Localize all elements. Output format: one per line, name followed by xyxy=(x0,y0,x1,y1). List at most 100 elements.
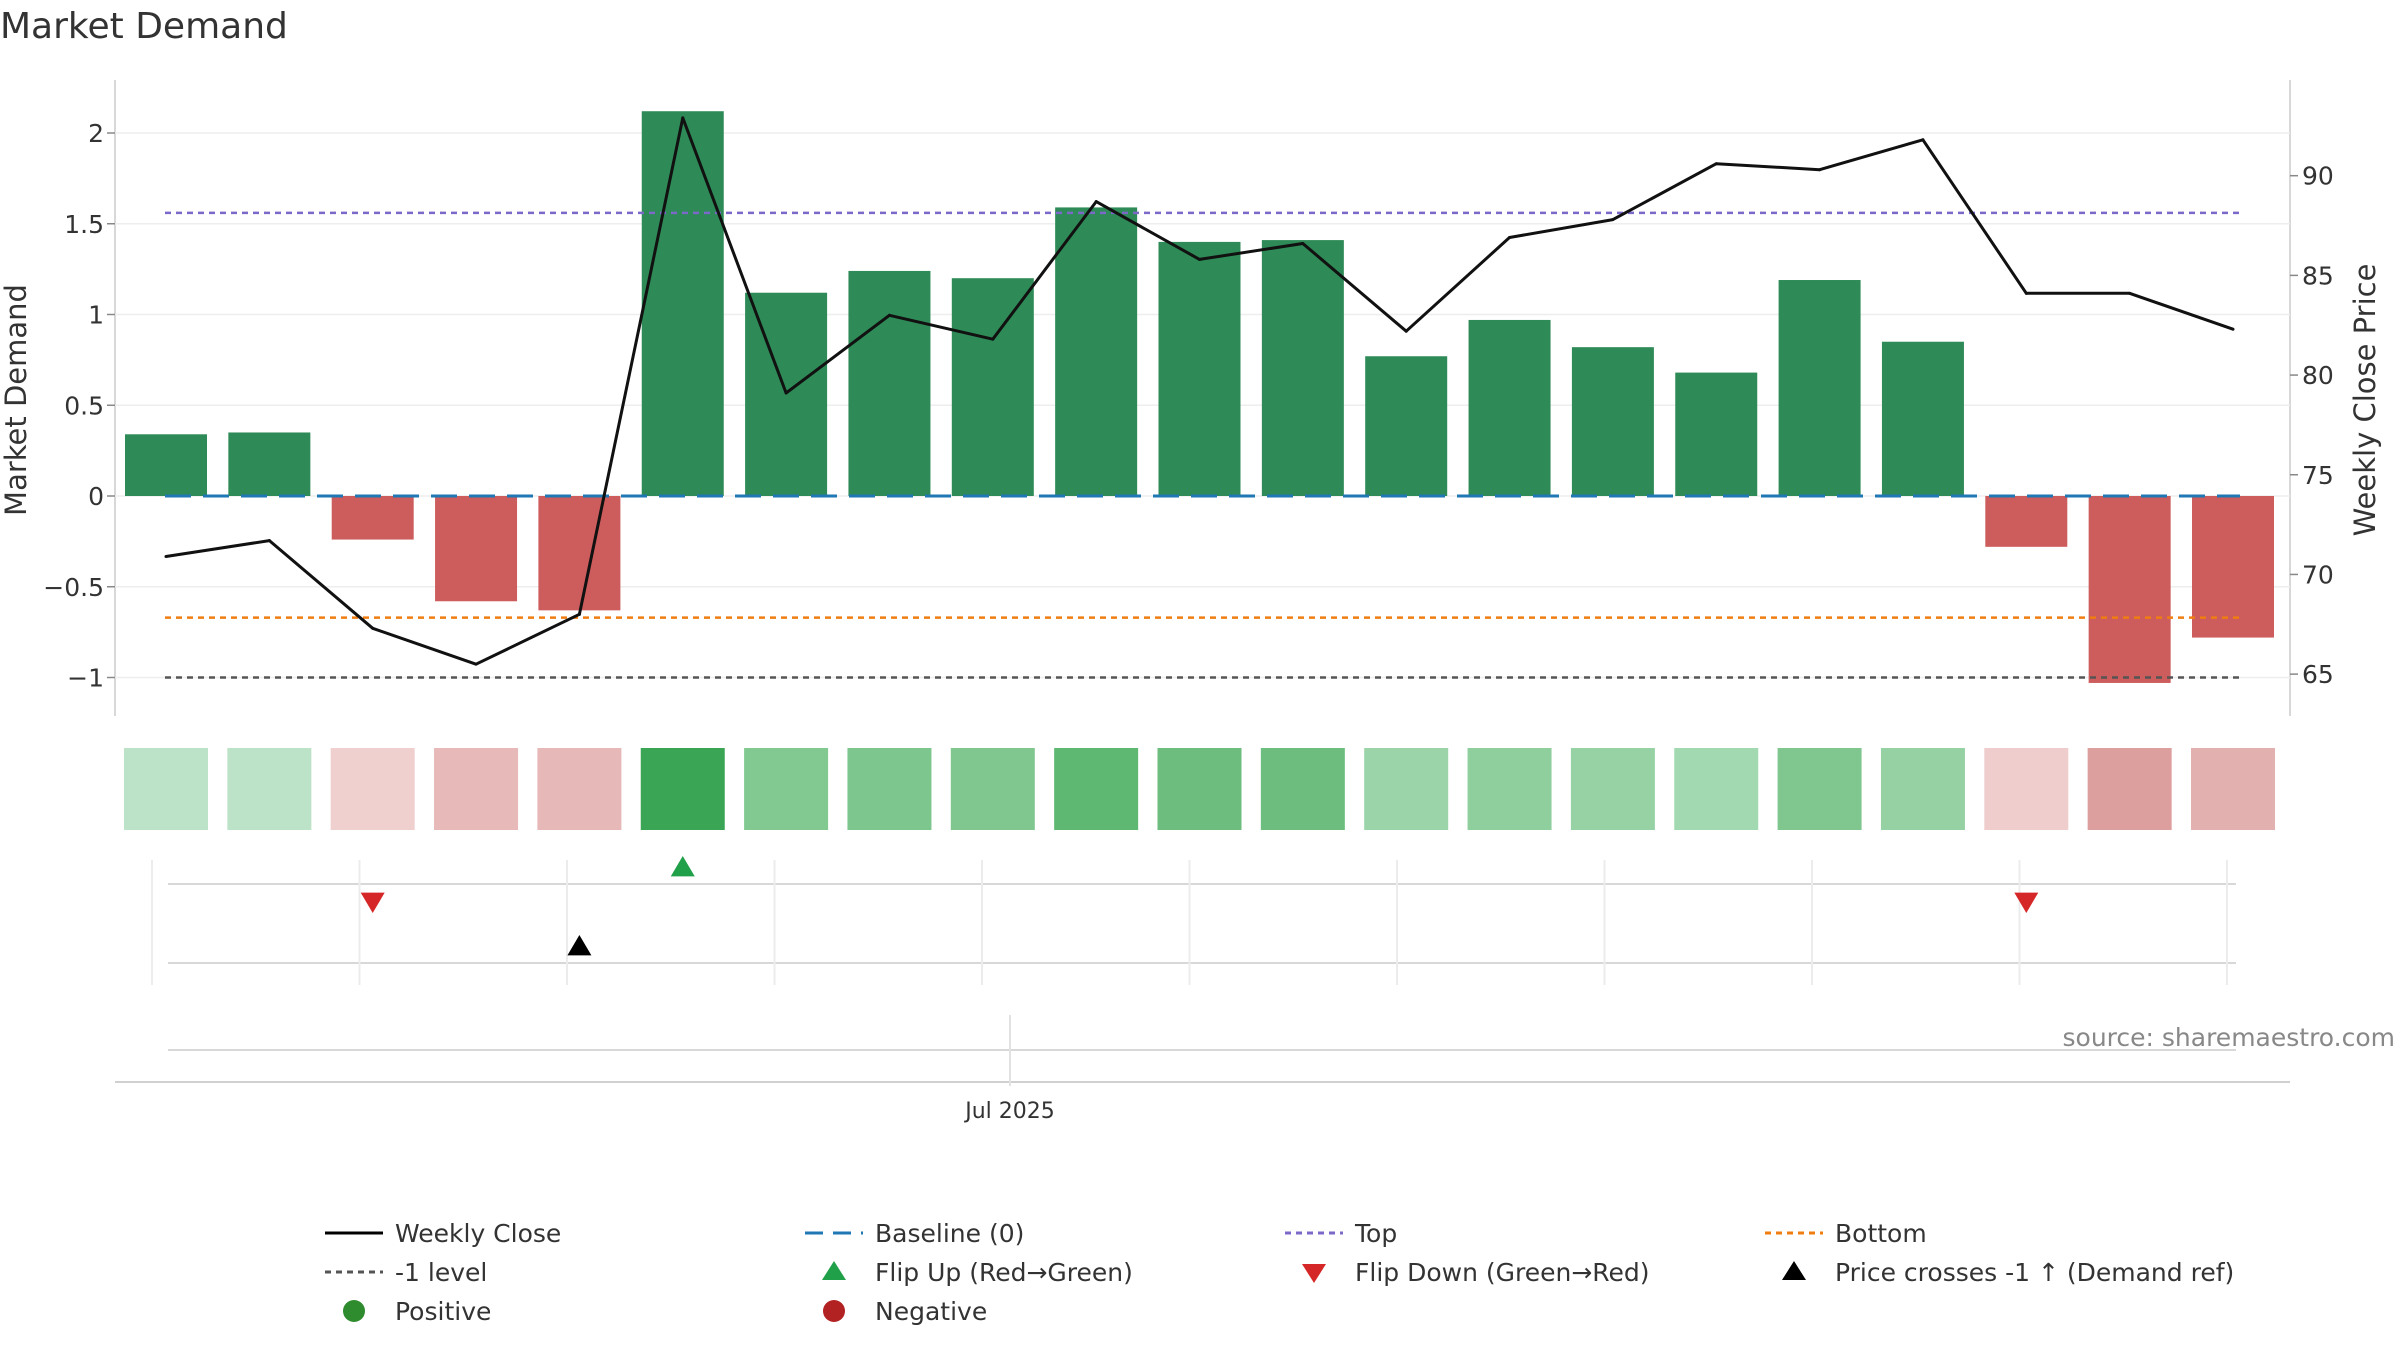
heat-cell xyxy=(1570,748,1655,830)
y2-axis-label: Weekly Close Price xyxy=(2348,264,2382,537)
weekly-close-point xyxy=(1818,168,1822,172)
y-tick-label: 0 xyxy=(88,482,104,511)
legend-label-price-crosses-1-demand-ref: Price crosses -1 ↑ (Demand ref) xyxy=(1835,1258,2234,1287)
legend-label-flip-down-green-red: Flip Down (Green→Red) xyxy=(1355,1258,1650,1287)
legend-label-negative: Negative xyxy=(875,1297,987,1326)
y-axis-label: Market Demand xyxy=(0,284,33,516)
y-tick-label: 2 xyxy=(88,119,104,148)
x-tick-label: Jul 2025 xyxy=(963,1099,1055,1124)
demand-bar xyxy=(1675,372,1758,496)
demand-bar xyxy=(331,496,414,540)
weekly-close-point xyxy=(1508,236,1512,240)
legend-dot xyxy=(343,1300,365,1322)
heat-cell xyxy=(640,748,725,830)
signal-markers xyxy=(360,856,2039,956)
y-tick-label: −0.5 xyxy=(43,573,104,602)
reference-lines xyxy=(165,211,2240,679)
y2-tick-label: 80 xyxy=(2302,361,2334,390)
y2-tick-label: 70 xyxy=(2302,560,2334,589)
y2-tick-label: 85 xyxy=(2302,261,2334,290)
legend-dot xyxy=(823,1300,845,1322)
demand-bar xyxy=(1365,356,1448,496)
marker-row-vertical-grid xyxy=(151,860,2228,985)
legend-label-baseline-0: Baseline (0) xyxy=(875,1219,1024,1248)
legend-swatch-flip-down-green-red xyxy=(1302,1264,1326,1283)
heat-cell xyxy=(124,748,208,830)
heat-cell xyxy=(537,748,622,830)
heat-cell xyxy=(744,748,829,830)
legend-label-positive: Positive xyxy=(395,1297,491,1326)
demand-bar xyxy=(1778,280,1861,496)
heat-cell xyxy=(330,748,415,830)
demand-bar xyxy=(1985,496,2068,547)
heat-cell xyxy=(1984,748,2069,830)
source-note: source: sharemaestro.com xyxy=(2063,1023,2396,1052)
weekly-close-point xyxy=(784,391,788,395)
heat-cell xyxy=(1880,748,1965,830)
heat-cell xyxy=(2191,748,2275,830)
weekly-close-point xyxy=(2024,291,2028,295)
heat-cell xyxy=(950,748,1035,830)
chart-title: Market Demand xyxy=(0,6,288,47)
legend-swatch-flip-up-red-green xyxy=(822,1261,846,1280)
heat-cell xyxy=(1467,748,1552,830)
weekly-close-point xyxy=(1198,257,1201,261)
weekly-close-point xyxy=(1611,218,1615,222)
heat-cell xyxy=(1157,748,1242,830)
heat-cell xyxy=(227,748,312,830)
y-tick-label: 0.5 xyxy=(64,391,104,420)
demand-bar xyxy=(641,111,724,496)
weekly-close-point xyxy=(1714,162,1718,166)
weekly-close-point xyxy=(1921,138,1925,142)
demand-bar xyxy=(1468,319,1551,496)
heat-cell xyxy=(2087,748,2172,830)
price-cross-marker xyxy=(567,935,592,956)
weekly-close-point xyxy=(2128,291,2132,295)
weekly-close-point xyxy=(1301,241,1305,245)
y2-tick-label: 75 xyxy=(2302,461,2334,490)
weekly-close-line-group xyxy=(164,116,2235,666)
weekly-close-point xyxy=(577,612,581,616)
legend-label-top: Top xyxy=(1354,1219,1397,1248)
flip-down-marker xyxy=(360,892,385,913)
y2-axis-ticks: 90 85 80 75 70 65 xyxy=(2290,162,2334,689)
legend-label-1-level: -1 level xyxy=(395,1258,487,1287)
weekly-close-point xyxy=(267,539,271,543)
y-axis-ticks: 2 1.5 1 0.5 0 −0.5 −1 xyxy=(43,119,115,693)
demand-bar xyxy=(2192,496,2274,638)
legend-swatch-price-crosses-1-demand-ref xyxy=(1782,1261,1806,1280)
heat-cell xyxy=(1054,748,1139,830)
weekly-close-point xyxy=(991,337,995,341)
demand-bar xyxy=(951,278,1034,496)
legend-triangle-down xyxy=(1302,1264,1326,1283)
weekly-close-point xyxy=(474,662,478,666)
weekly-close-point xyxy=(1404,329,1408,333)
legend-triangle-up xyxy=(822,1261,846,1280)
legend-swatch-positive xyxy=(343,1300,365,1322)
weekly-close-point xyxy=(681,116,685,120)
weekly-close-point xyxy=(371,626,375,630)
demand-bar xyxy=(848,270,931,496)
signal-marker-rows xyxy=(115,883,2290,1086)
legend-triangle-up xyxy=(1782,1261,1806,1280)
demand-bar xyxy=(435,496,518,602)
weekly-close-point xyxy=(164,555,168,559)
legend-label-bottom: Bottom xyxy=(1835,1219,1927,1248)
weekly-close-point xyxy=(1094,200,1098,204)
demand-bar xyxy=(538,496,621,611)
y2-tick-label: 90 xyxy=(2302,162,2334,191)
legend-label-weekly-close: Weekly Close xyxy=(395,1219,561,1248)
legend: Weekly Close Baseline (0) Top Bottom -1 leve… xyxy=(325,1219,2234,1326)
legend-swatch-negative xyxy=(823,1300,845,1322)
legend-label-flip-up-red-green: Flip Up (Red→Green) xyxy=(875,1258,1133,1287)
heat-strip xyxy=(124,748,2275,830)
y-tick-label: 1.5 xyxy=(64,210,104,239)
demand-bar xyxy=(125,434,207,496)
demand-bar xyxy=(1881,341,1964,496)
flip-down-marker xyxy=(2014,892,2039,913)
heat-cell xyxy=(1260,748,1345,830)
demand-bar xyxy=(1158,241,1241,496)
y-tick-label: −1 xyxy=(67,664,104,693)
demand-bar xyxy=(2088,496,2171,683)
